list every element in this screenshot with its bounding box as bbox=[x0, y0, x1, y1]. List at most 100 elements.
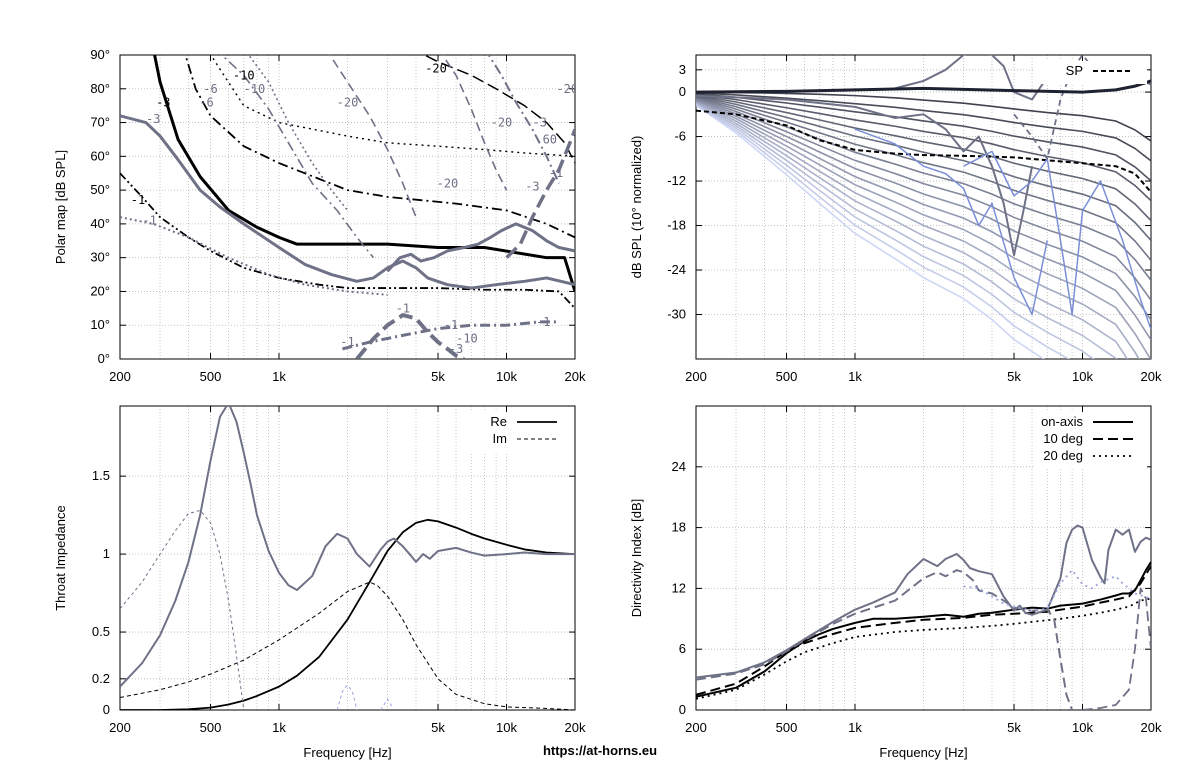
x-tick-label: 500 bbox=[200, 369, 222, 384]
legend-label: SP bbox=[1066, 63, 1083, 78]
contour-line bbox=[487, 55, 560, 184]
contour-label: -10 bbox=[244, 82, 266, 96]
x-tick-label: 200 bbox=[685, 369, 707, 384]
x-tick-label: 10k bbox=[1072, 369, 1093, 384]
contour-label: -1 bbox=[131, 193, 145, 207]
series-line-3 bbox=[854, 128, 1049, 316]
y-tick-label: 1.5 bbox=[92, 468, 110, 483]
contour-line bbox=[247, 55, 349, 211]
y-axis-label: Polar map [dB SPL] bbox=[53, 150, 68, 264]
y-tick-label: 0 bbox=[679, 84, 686, 99]
series-line-2 bbox=[120, 172, 575, 309]
contour-label: -6 bbox=[203, 82, 217, 96]
x-tick-label: 500 bbox=[200, 720, 222, 735]
y-tick-label: 60° bbox=[90, 148, 110, 163]
x-tick-label: 5k bbox=[1007, 369, 1021, 384]
contour-line bbox=[328, 55, 417, 218]
series-line-5 bbox=[1082, 587, 1151, 710]
x-tick-label: 1k bbox=[272, 720, 286, 735]
y-tick-label: -6 bbox=[674, 129, 686, 144]
x-tick-label: 20k bbox=[1141, 720, 1162, 735]
angle-response-line bbox=[696, 102, 1118, 359]
legend: on-axis 10 deg 20 deg bbox=[1033, 412, 1147, 469]
angle-response-line bbox=[696, 101, 1129, 359]
y-tick-label: 50° bbox=[90, 182, 110, 197]
polar-map-panel: 200 500 1k 5k 10k 20k 0° 10° 20° 30° 40° 50° 60° 70° 8… bbox=[53, 47, 586, 384]
angle-response-line bbox=[696, 93, 1151, 202]
series-line-2 bbox=[120, 406, 575, 688]
y-tick-label: 24 bbox=[672, 459, 686, 474]
contour-line bbox=[342, 320, 559, 351]
legend-label: 10 deg bbox=[1043, 431, 1083, 446]
series-im bbox=[120, 581, 575, 710]
directivity-index-panel: 200 500 1k 5k 10k 20k 0 6 12 18 24 Frequency [Hz] Di… bbox=[629, 405, 1162, 760]
plot-frame bbox=[695, 54, 1152, 360]
contour-label: -20 bbox=[337, 95, 359, 109]
contour-label: -3 bbox=[525, 180, 539, 194]
y-tick-label: 40° bbox=[90, 216, 110, 231]
x-tick-label: 500 bbox=[776, 720, 798, 735]
series-10-deg bbox=[696, 565, 1151, 696]
contour-line bbox=[220, 55, 375, 259]
footer-url[interactable]: https://at-horns.eu bbox=[542, 743, 658, 758]
angle-response-line bbox=[696, 92, 1151, 162]
legend-label: 20 deg bbox=[1043, 448, 1083, 463]
x-tick-label: 20k bbox=[565, 720, 586, 735]
y-tick-label: 12 bbox=[672, 580, 686, 595]
y-tick-label: 80° bbox=[90, 81, 110, 96]
y-tick-label: -12 bbox=[667, 173, 686, 188]
series-group bbox=[696, 55, 1151, 330]
plot-frame bbox=[119, 405, 576, 711]
contour-line bbox=[210, 55, 575, 158]
y-tick-label: 70° bbox=[90, 115, 110, 130]
angle-response-line bbox=[696, 95, 1151, 241]
normalized-response-panel: 200 500 1k 5k 10k 20k 3 0 -6 -12 -18 -24 -30 dB SPL (… bbox=[629, 54, 1162, 384]
x-axis-label: Frequency [Hz] bbox=[879, 745, 967, 760]
series-line-6 bbox=[963, 569, 1151, 612]
axis-ticks: 200 500 1k 5k 10k 20k 0° 10° 20° 30° 40° 50° 60° 70° 8… bbox=[90, 47, 586, 384]
y-tick-label: 18 bbox=[672, 520, 686, 535]
contour-line bbox=[153, 55, 575, 292]
series-group bbox=[120, 406, 575, 710]
x-tick-label: 10k bbox=[496, 720, 517, 735]
x-tick-label: 5k bbox=[431, 720, 445, 735]
x-tick-label: 1k bbox=[848, 369, 862, 384]
x-tick-label: 1k bbox=[272, 369, 286, 384]
x-tick-label: 500 bbox=[776, 369, 798, 384]
contour-label: -1 bbox=[444, 318, 458, 332]
contour-line bbox=[355, 313, 465, 359]
x-tick-label: 1k bbox=[848, 720, 862, 735]
contour-label: -3 bbox=[533, 116, 547, 130]
angle-response-line bbox=[696, 99, 1151, 341]
angle-response-line bbox=[696, 104, 1045, 359]
angle-response-line bbox=[696, 99, 1151, 359]
y-tick-label: 90° bbox=[90, 47, 110, 62]
x-tick-label: 5k bbox=[431, 369, 445, 384]
contour-label: -1 bbox=[396, 301, 410, 315]
axis-ticks: 200 500 1k 5k 10k 20k 0 6 12 18 24 bbox=[672, 406, 1162, 735]
y-tick-label: 0 bbox=[103, 702, 110, 717]
x-tick-label: 200 bbox=[109, 369, 131, 384]
x-tick-label: 200 bbox=[109, 720, 131, 735]
contour-label: -1 bbox=[340, 335, 354, 349]
angle-response-line bbox=[696, 103, 1071, 359]
series-sp bbox=[696, 109, 1151, 193]
series-line-4 bbox=[696, 569, 1074, 710]
contour-label: -3 bbox=[146, 112, 160, 126]
legend-label: Im bbox=[493, 431, 507, 446]
plot-frame bbox=[695, 405, 1152, 711]
legend-label: on-axis bbox=[1041, 414, 1083, 429]
contour-line bbox=[120, 114, 575, 290]
x-tick-label: 20k bbox=[1141, 369, 1162, 384]
contour-label: -10 bbox=[233, 68, 255, 82]
axis-ticks: 200 500 1k 5k 10k 20k 3 0 -6 -12 -18 -24 -30 bbox=[667, 55, 1162, 384]
axis-ticks: 200 500 1k 5k 10k 20k 0 0.2 0.5 1 1.5 bbox=[92, 406, 586, 735]
y-tick-label: 1 bbox=[103, 546, 110, 561]
contour-label: -20 bbox=[556, 82, 578, 96]
contour-label: -1 bbox=[536, 315, 550, 329]
x-axis-label: Frequency [Hz] bbox=[303, 745, 391, 760]
contour-label: -20 bbox=[425, 62, 447, 76]
y-axis-label: dB SPL (10° normalized) bbox=[629, 136, 644, 279]
series-line-5 bbox=[380, 698, 395, 710]
